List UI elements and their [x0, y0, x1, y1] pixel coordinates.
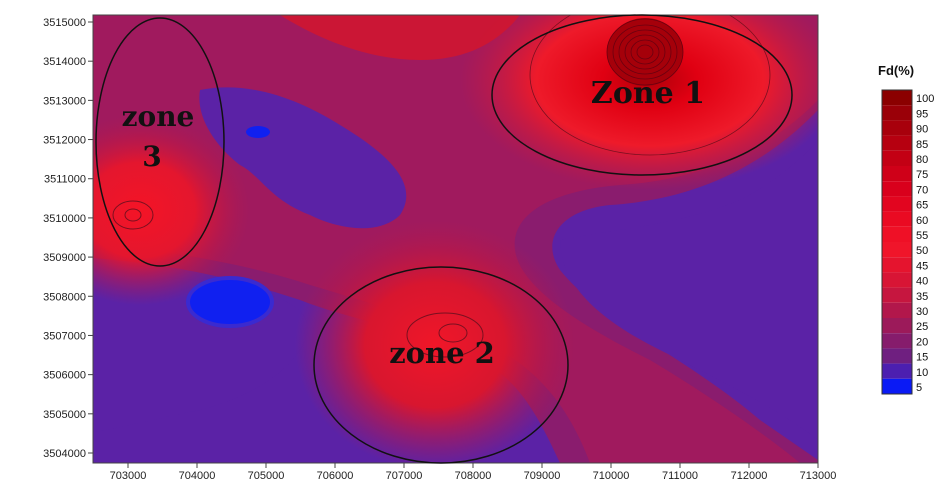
- legend-swatch: [882, 333, 912, 349]
- zone1-outline: [491, 14, 793, 176]
- y-tick-label: 3509000: [43, 252, 86, 264]
- legend-level-label: 45: [916, 260, 928, 272]
- x-tick-label: 703000: [110, 470, 147, 482]
- zone1-core: [607, 18, 683, 86]
- legend-swatch: [882, 257, 912, 273]
- legend-level-label: 90: [916, 124, 928, 136]
- y-tick-label: 3514000: [43, 56, 86, 68]
- legend-level-label: 15: [916, 352, 928, 364]
- y-axis: 3515000 3514000 3513000 3512000 3511000 35100…: [43, 17, 93, 460]
- x-tick-label: 705000: [248, 470, 285, 482]
- legend-swatch: [882, 302, 912, 318]
- x-tick-label: 709000: [524, 470, 561, 482]
- legend-swatch: [882, 287, 912, 303]
- y-tick-label: 3510000: [43, 213, 86, 225]
- legend-swatch: [882, 90, 912, 106]
- legend-swatch: [882, 272, 912, 288]
- purple-lobe-3: [560, 140, 818, 440]
- legend-swatch: [882, 181, 912, 197]
- zone3-label-line1: zone: [122, 100, 195, 133]
- legend-level-label: 40: [916, 276, 928, 288]
- legend-title: Fd(%): [878, 63, 914, 78]
- zone3-contours: [112, 200, 154, 230]
- plot-area: [93, 15, 818, 463]
- legend-level-label: 100: [916, 93, 934, 105]
- zone2-label: zone 2: [389, 336, 495, 370]
- legend-swatch: [882, 105, 912, 121]
- legend: 100 95 90 85 80 75 70 65 60 55 50 45 40 35 30 25 20 15 10 5: [881, 89, 934, 395]
- y-tick-label: 3512000: [43, 135, 86, 147]
- legend-level-label: 55: [916, 230, 928, 242]
- legend-level-label: 20: [916, 336, 928, 348]
- legend-level-label: 50: [916, 245, 928, 257]
- x-tick-label: 712000: [731, 470, 768, 482]
- legend-swatch: [882, 135, 912, 151]
- x-tick-label: 708000: [455, 470, 492, 482]
- x-tick-label: 711000: [662, 470, 698, 482]
- legend-level-label: 35: [916, 291, 928, 303]
- legend-swatch: [882, 242, 912, 258]
- legend-level-label: 5: [916, 382, 922, 394]
- x-axis: 703000 704000 705000 706000 707000 708000 7090…: [110, 463, 837, 482]
- legend-swatch: [882, 211, 912, 227]
- blue-spot-large: [188, 278, 272, 326]
- legend-level-label: 85: [916, 139, 928, 151]
- x-tick-label: 706000: [317, 470, 354, 482]
- x-tick-label: 713000: [800, 470, 837, 482]
- legend-level-label: 80: [916, 154, 928, 166]
- blue-spot-large-halo: [186, 276, 274, 328]
- blue-spot-small: [246, 126, 270, 138]
- legend-level-label: 75: [916, 169, 928, 181]
- legend-level-label: 25: [916, 321, 928, 333]
- legend-level-label: 30: [916, 306, 928, 318]
- zone3-label-line2: 3: [142, 140, 161, 173]
- legend-swatch: [882, 348, 912, 364]
- y-tick-label: 3504000: [43, 448, 86, 460]
- legend-level-label: 70: [916, 184, 928, 196]
- y-tick-label: 3507000: [43, 330, 86, 342]
- y-tick-label: 3506000: [43, 370, 86, 382]
- legend-swatch: [882, 318, 912, 334]
- y-tick-label: 3515000: [43, 17, 86, 29]
- zone2-outline: [313, 266, 569, 464]
- zone1-label: Zone 1: [591, 76, 705, 111]
- legend-level-label: 10: [916, 367, 928, 379]
- zone1-contours: [529, 15, 771, 156]
- y-tick-label: 3513000: [43, 95, 86, 107]
- legend-level-label: 65: [916, 200, 928, 212]
- legend-swatch: [882, 150, 912, 166]
- legend-swatch: [882, 378, 912, 394]
- x-tick-label: 707000: [386, 470, 423, 482]
- legend-swatch: [882, 196, 912, 212]
- zone3-high: [93, 115, 250, 305]
- legend-swatch: [882, 120, 912, 136]
- legend-level-label: 60: [916, 215, 928, 227]
- legend-level-label: 95: [916, 108, 928, 120]
- legend-swatch: [882, 226, 912, 242]
- zone1-high: [460, 15, 818, 190]
- x-tick-label: 704000: [179, 470, 216, 482]
- legend-frame: [881, 89, 913, 395]
- purple-lobe: [199, 87, 407, 229]
- north-red-band: [280, 15, 520, 60]
- zone2-contours: [406, 312, 484, 358]
- y-tick-label: 3505000: [43, 409, 86, 421]
- x-tick-label: 710000: [593, 470, 630, 482]
- y-tick-label: 3508000: [43, 291, 86, 303]
- y-tick-label: 3511000: [44, 174, 86, 186]
- legend-swatch: [882, 363, 912, 379]
- legend-swatch: [882, 166, 912, 182]
- zone3-outline: [95, 17, 225, 267]
